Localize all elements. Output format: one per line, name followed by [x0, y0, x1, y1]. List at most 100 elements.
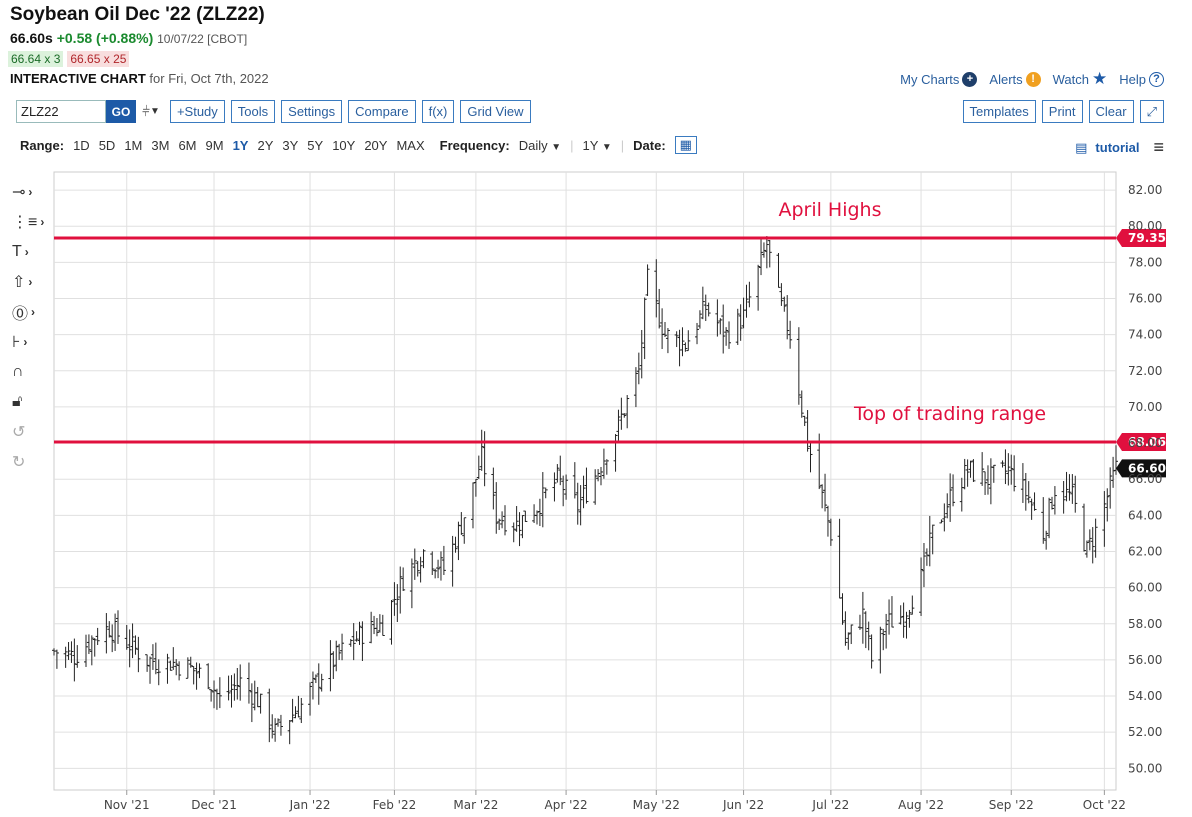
lock-tool[interactable]: 🔓︎ [12, 390, 48, 414]
alerts-link[interactable]: Alerts ! [989, 71, 1041, 87]
range-5d[interactable]: 5D [98, 137, 116, 153]
ohlc-bar [401, 567, 406, 592]
range-max[interactable]: MAX [396, 137, 425, 153]
templates-button[interactable]: Templates [962, 100, 1036, 123]
study-button[interactable]: +Study [169, 100, 225, 123]
ohlc-bar [919, 557, 924, 616]
x-tick-label: Jun '22 [722, 798, 764, 812]
help-link[interactable]: Help ? [1119, 71, 1164, 87]
ohlc-bar [130, 623, 135, 659]
shape-tool[interactable]: ⓪ › [12, 300, 48, 324]
text-tool[interactable]: T › [12, 240, 48, 264]
range-3m[interactable]: 3M [151, 137, 170, 153]
ohlc-bar [113, 613, 118, 651]
ohlc-bar [124, 624, 129, 650]
ohlc-bar [939, 519, 944, 524]
my-charts-link[interactable]: My Charts + [900, 71, 978, 87]
fibonacci-icon: ⋮≡ [12, 214, 38, 231]
ohlc-bar [695, 322, 700, 345]
watch-link[interactable]: Watch ★ [1053, 69, 1108, 89]
ohlc-bar [127, 629, 132, 668]
range-1y[interactable]: 1Y [232, 137, 249, 153]
ohlc-bar [1049, 496, 1054, 510]
measure-tool[interactable]: ⊦ › [12, 330, 48, 354]
symbol-input[interactable] [16, 100, 106, 123]
ohlc-bar [360, 621, 365, 661]
print-button[interactable]: Print [1041, 100, 1083, 123]
ohlc-bar [697, 310, 702, 329]
ohlc-bar [290, 698, 295, 723]
range-6m[interactable]: 6M [178, 137, 197, 153]
range-10y[interactable]: 10Y [332, 137, 356, 153]
bid-badge: 66.64 x 3 [8, 51, 64, 67]
ohlc-bar [1009, 454, 1014, 485]
arrow-tool[interactable]: ⇧ › [12, 270, 48, 294]
settings-button[interactable]: Settings [281, 100, 343, 123]
fx-button[interactable]: f(x) [421, 100, 455, 123]
y-tick-label: 74.00 [1128, 328, 1162, 342]
ohlc-bar [89, 635, 94, 666]
period-select[interactable]: 1Y ▼ [583, 138, 612, 153]
ohlc-bar [415, 560, 420, 577]
star-icon: ★ [1092, 69, 1108, 88]
compare-button[interactable]: Compare [348, 100, 416, 123]
grid-view-button[interactable]: Grid View [460, 100, 531, 123]
fibonacci-tool[interactable]: ⋮≡ › [12, 210, 48, 234]
ohlc-bar [715, 299, 720, 337]
ohlc-bar [491, 467, 496, 510]
bid-ask: 66.64 x 3 66.65 x 25 [8, 51, 130, 67]
range-3y[interactable]: 3Y [282, 137, 299, 153]
ohlc-bar [764, 236, 769, 269]
ohlc-bar [398, 566, 403, 614]
clear-button[interactable]: Clear [1088, 100, 1134, 123]
frequency-select[interactable]: Daily ▼ [519, 138, 561, 153]
undo-tool[interactable]: ↺ [12, 420, 48, 444]
ohlc-bar [828, 518, 833, 546]
ohlc-bar [174, 659, 179, 676]
ohlc-bar [898, 605, 903, 625]
range-20y[interactable]: 20Y [364, 137, 388, 153]
expand-icon[interactable]: ⤢ [1139, 100, 1164, 123]
ohlc-bar [299, 697, 304, 724]
range-9m[interactable]: 9M [205, 137, 224, 153]
y-tick-label: 56.00 [1128, 653, 1162, 667]
bar-type-dropdown[interactable]: ⫩ ▼ [142, 103, 160, 120]
ohlc-bar [502, 505, 507, 536]
range-5y[interactable]: 5Y [307, 137, 324, 153]
ohlc-bar [575, 482, 580, 525]
ohlc-bar [948, 473, 953, 522]
plus-icon: + [962, 71, 978, 87]
tutorial-link[interactable]: ▤ tutorial ≡ [1075, 137, 1164, 158]
ohlc-bar [561, 475, 566, 507]
ohlc-bar [206, 663, 211, 690]
magnet-icon: ∩ [12, 363, 24, 380]
ohlc-bar [552, 472, 557, 502]
ohlc-bar [107, 621, 112, 638]
ohlc-bar [683, 342, 688, 352]
ohlc-bar [334, 640, 339, 672]
y-tick-label: 50.00 [1128, 761, 1162, 775]
ohlc-bar [476, 455, 481, 480]
range-2y[interactable]: 2Y [257, 137, 274, 153]
ohlc-bar [270, 714, 275, 739]
calendar-icon[interactable]: ▦ [674, 136, 697, 154]
redo-tool[interactable]: ↻ [12, 450, 48, 474]
top-links: My Charts + Alerts ! Watch ★ Help ? [900, 69, 1164, 89]
ohlc-bar [779, 283, 784, 306]
film-icon: ▤ [1075, 139, 1088, 155]
range-1m[interactable]: 1M [124, 137, 143, 153]
magnet-tool[interactable]: ∩ [12, 360, 48, 384]
ohlc-bar [596, 469, 601, 482]
ohlc-bar [878, 626, 883, 674]
x-tick-label: Feb '22 [373, 798, 417, 812]
chevron-right-icon: › [28, 275, 33, 289]
range-1d[interactable]: 1D [73, 137, 90, 153]
menu-icon[interactable]: ≡ [1153, 137, 1164, 157]
crosshair-tool[interactable]: ⊸ › [12, 180, 48, 204]
chevron-down-icon: ▼ [150, 106, 160, 117]
undo-icon: ↺ [12, 424, 26, 441]
go-button[interactable]: GO [106, 100, 136, 123]
price-tag-label: 79.35 [1128, 231, 1166, 245]
tools-button[interactable]: Tools [230, 100, 276, 123]
